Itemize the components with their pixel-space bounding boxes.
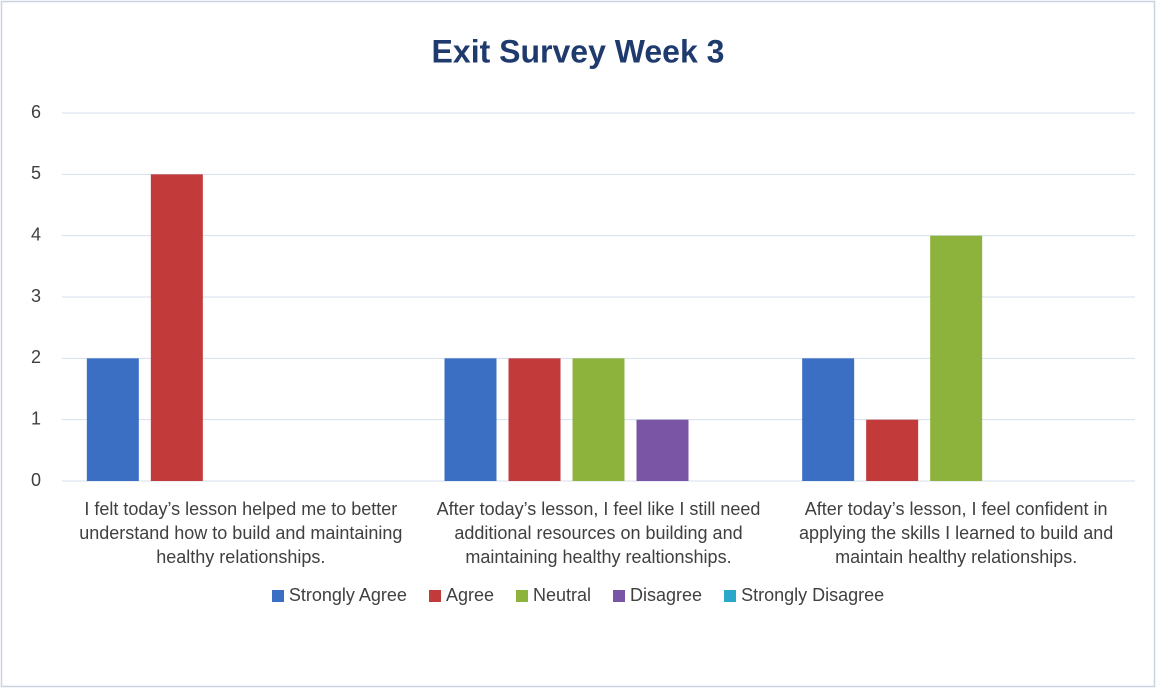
bar [444, 358, 497, 481]
legend-label: Neutral [532, 585, 592, 605]
legend-item: Strongly Agree [271, 585, 407, 606]
x-tick-label: I felt today’s lesson helped me to bette… [79, 499, 403, 567]
legend-swatch [515, 589, 528, 602]
bar [572, 358, 625, 481]
legend-swatch [724, 589, 737, 602]
legend-swatch [613, 589, 626, 602]
bar [930, 235, 983, 481]
bar [636, 419, 689, 481]
y-tick-label: 3 [31, 286, 41, 306]
legend-label: Disagree [630, 585, 703, 605]
legend-label: Strongly Agree [288, 585, 407, 605]
x-tick-label: After today’s lesson, I feel like I stil… [436, 499, 761, 567]
y-tick-label: 6 [31, 102, 41, 122]
legend-item: Strongly Disagree [724, 585, 884, 606]
legend: Strongly Agree Agree Neutral Disagree Strong… [0, 585, 1156, 606]
legend-swatch [271, 589, 284, 602]
legend-item: Neutral [515, 585, 592, 606]
x-tick-label: After today’s lesson, I feel confident i… [799, 499, 1114, 567]
legend-item: Agree [428, 585, 494, 606]
bar [802, 358, 855, 481]
y-tick-label: 5 [31, 163, 41, 183]
chart-title: Exit Survey Week 3 [432, 33, 725, 69]
y-tick-label: 2 [31, 347, 41, 367]
legend-label: Strongly Disagree [741, 585, 885, 605]
legend-label: Agree [445, 585, 494, 605]
legend-swatch [428, 589, 441, 602]
legend-item: Disagree [613, 585, 702, 606]
y-tick-label: 1 [31, 408, 41, 428]
bar [508, 358, 561, 481]
y-tick-label: 0 [31, 470, 41, 490]
bar [866, 419, 919, 481]
bar [86, 358, 139, 481]
y-tick-label: 4 [31, 224, 41, 244]
bar [150, 174, 203, 482]
